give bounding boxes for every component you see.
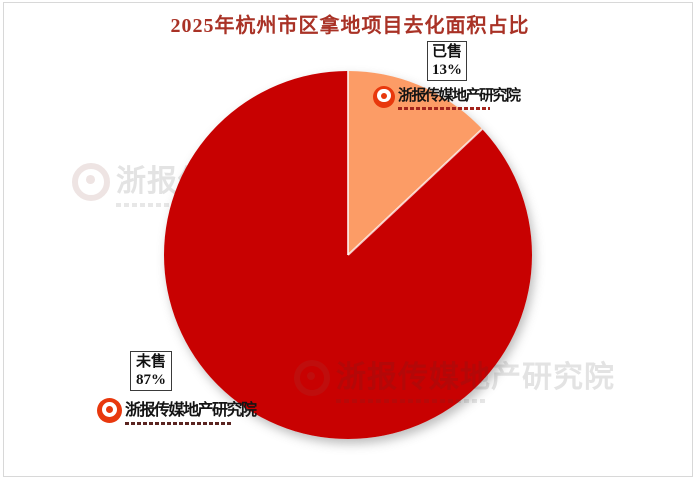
brand-logo-unsold-area: 浙报传媒地产研究院: [97, 396, 257, 425]
chart-title: 2025年杭州市区拿地项目去化面积占比: [170, 15, 530, 37]
brand-logo-sold-area: 浙报传媒地产研究院: [373, 84, 521, 110]
brand-tagline-bar: [125, 422, 233, 425]
sold-label: 已售: [431, 44, 462, 60]
brand-logo-icon: [373, 86, 395, 108]
label-box-unsold: 未售 87%: [130, 351, 172, 391]
unsold-percent: 87%: [136, 372, 166, 388]
brand-tagline-bar: [398, 107, 490, 110]
brand-text: 浙报传媒地产研究院: [125, 402, 257, 419]
brand-body: 浙报传媒地产研究院: [125, 396, 257, 425]
slice-divider-start: [347, 71, 349, 255]
pie-chart: [164, 71, 532, 439]
brand-text: 浙报传媒地产研究院: [398, 88, 521, 104]
brand-body: 浙报传媒地产研究院: [398, 84, 521, 110]
label-box-sold: 已售 13%: [427, 41, 467, 81]
sold-percent: 13%: [432, 62, 462, 78]
unsold-label: 未售: [135, 354, 166, 370]
brand-logo-icon: [97, 398, 122, 423]
slice-divider-end: [347, 128, 483, 256]
watermark-logo-icon: [72, 162, 110, 201]
